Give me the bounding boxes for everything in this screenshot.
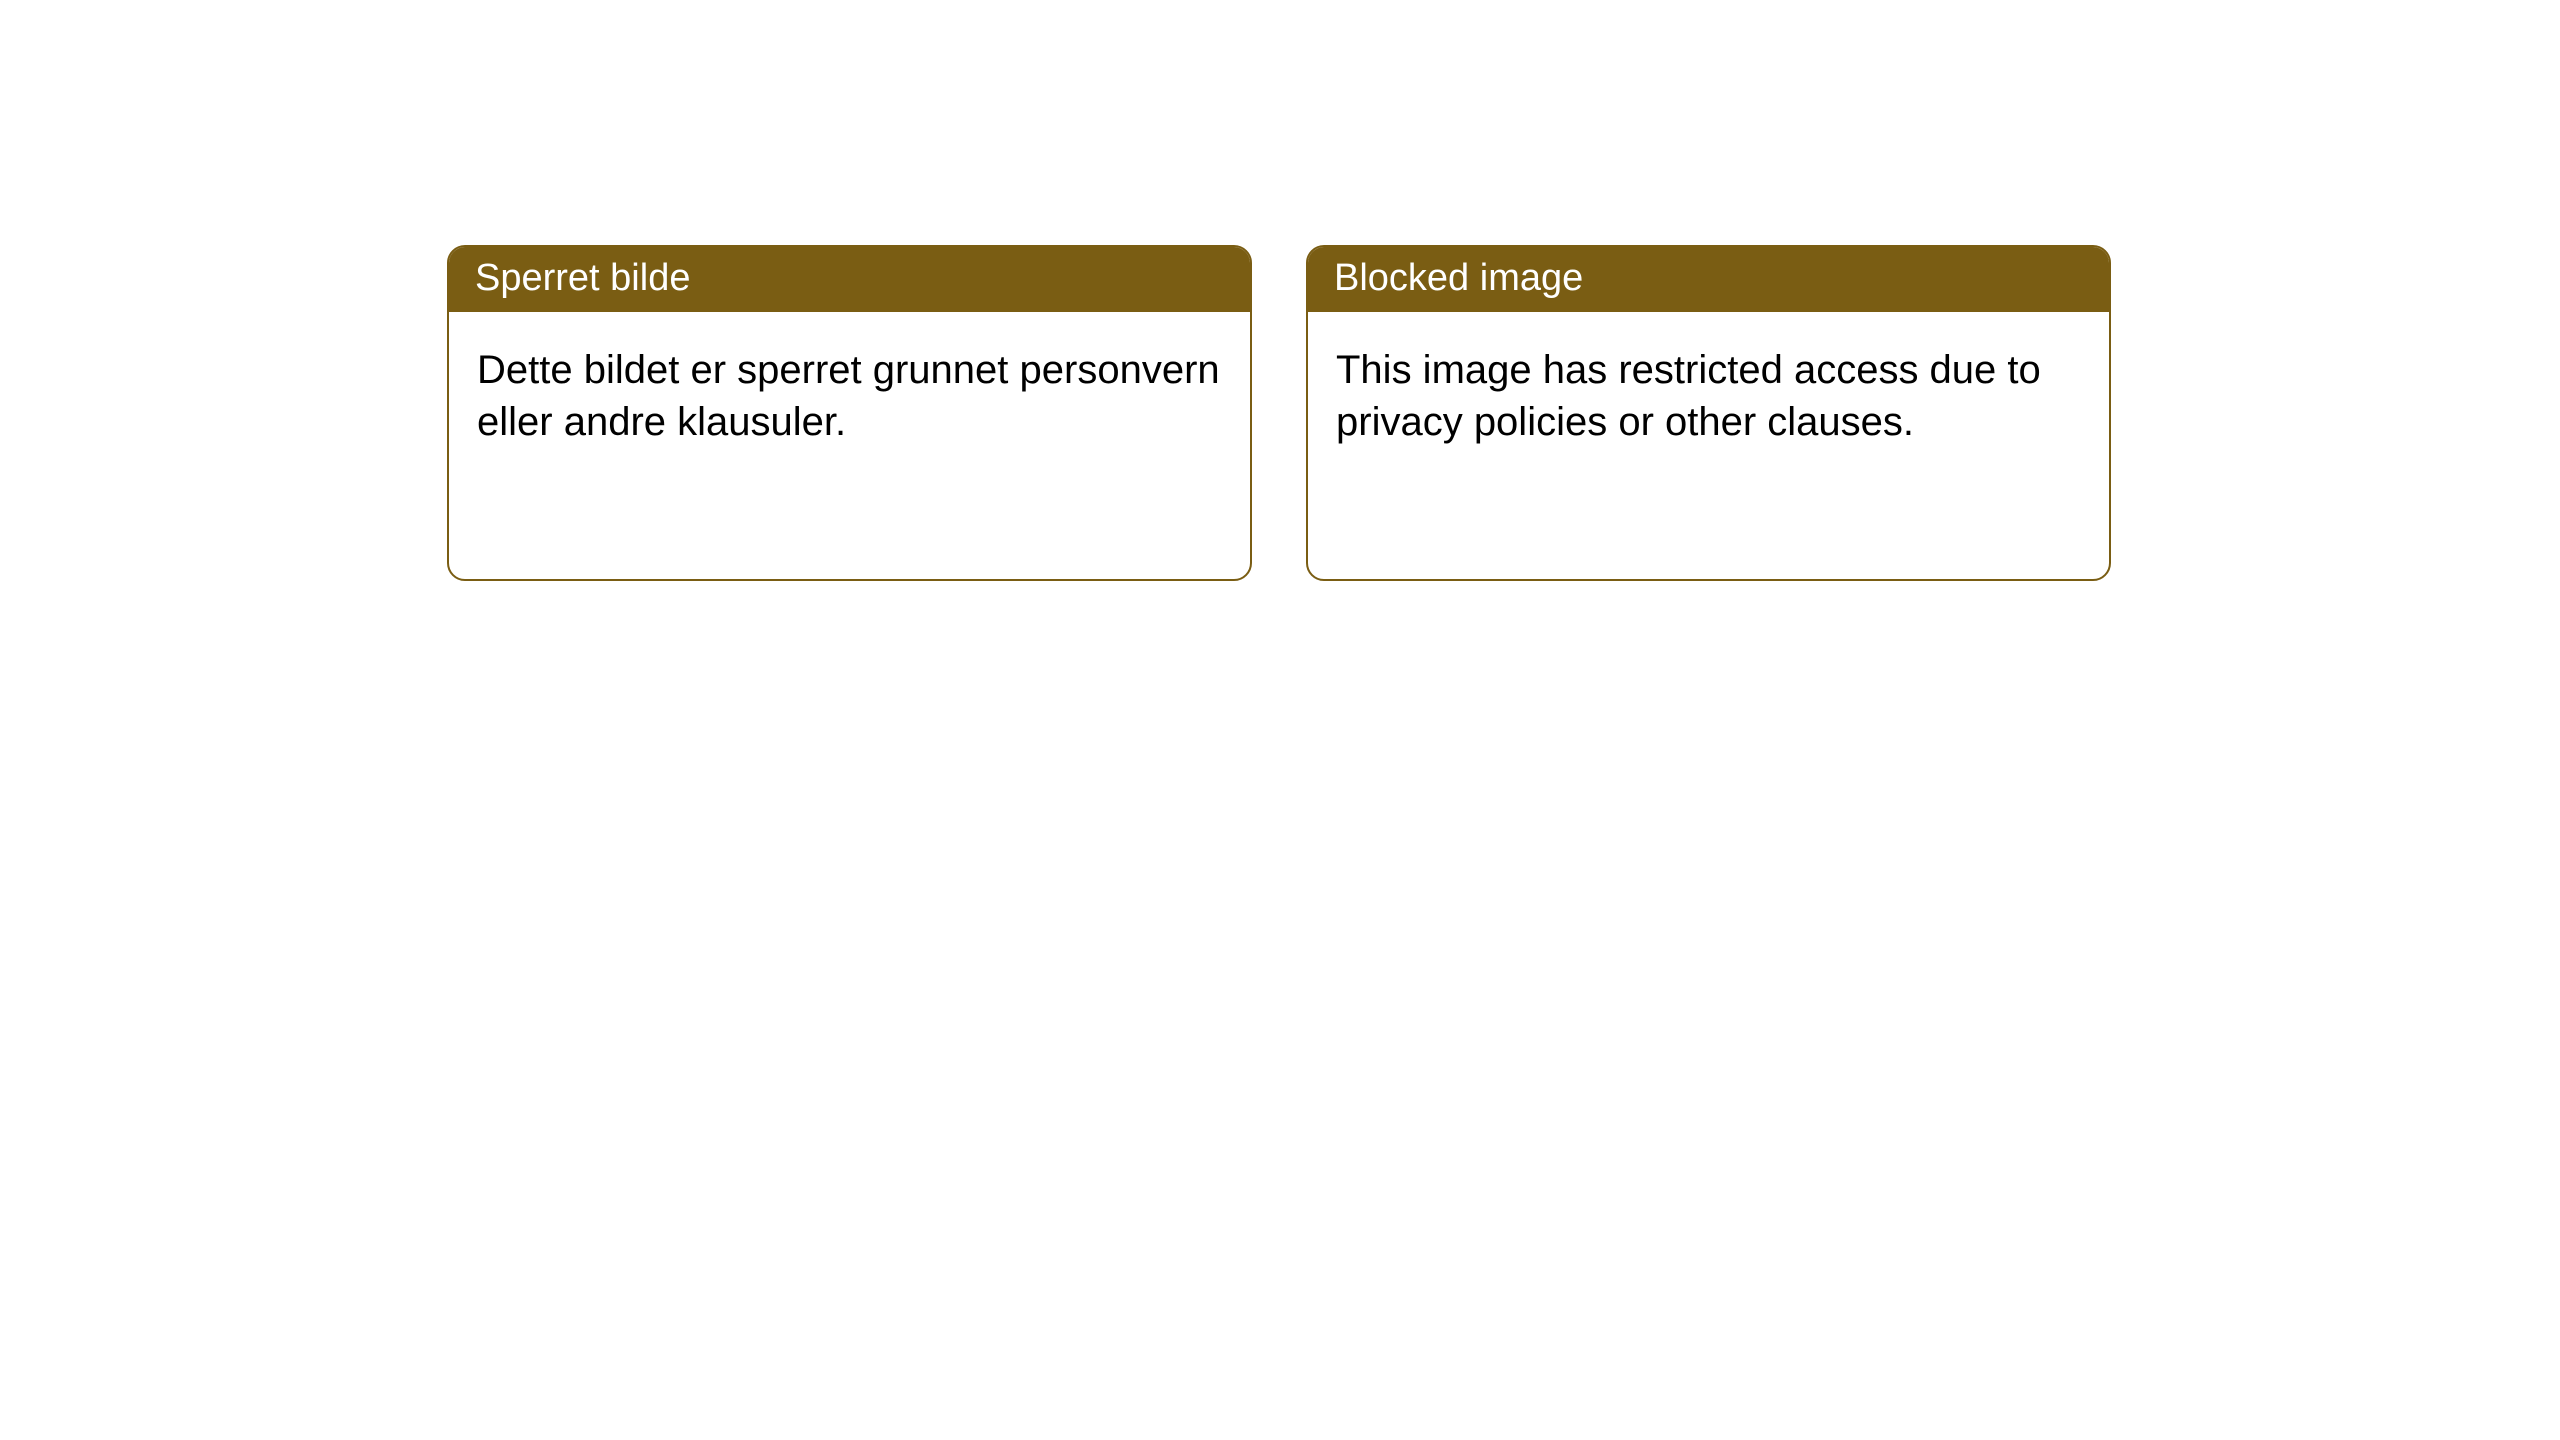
card-header: Sperret bilde <box>449 247 1250 312</box>
card-body: This image has restricted access due to … <box>1308 312 2109 480</box>
card-title: Sperret bilde <box>475 257 690 299</box>
card-message: This image has restricted access due to … <box>1336 348 2041 444</box>
card-message: Dette bildet er sperret grunnet personve… <box>477 348 1220 444</box>
blocked-image-card-no: Sperret bilde Dette bildet er sperret gr… <box>447 245 1252 581</box>
card-header: Blocked image <box>1308 247 2109 312</box>
notice-container: Sperret bilde Dette bildet er sperret gr… <box>0 0 2560 581</box>
card-title: Blocked image <box>1334 257 1583 299</box>
card-body: Dette bildet er sperret grunnet personve… <box>449 312 1250 480</box>
blocked-image-card-en: Blocked image This image has restricted … <box>1306 245 2111 581</box>
